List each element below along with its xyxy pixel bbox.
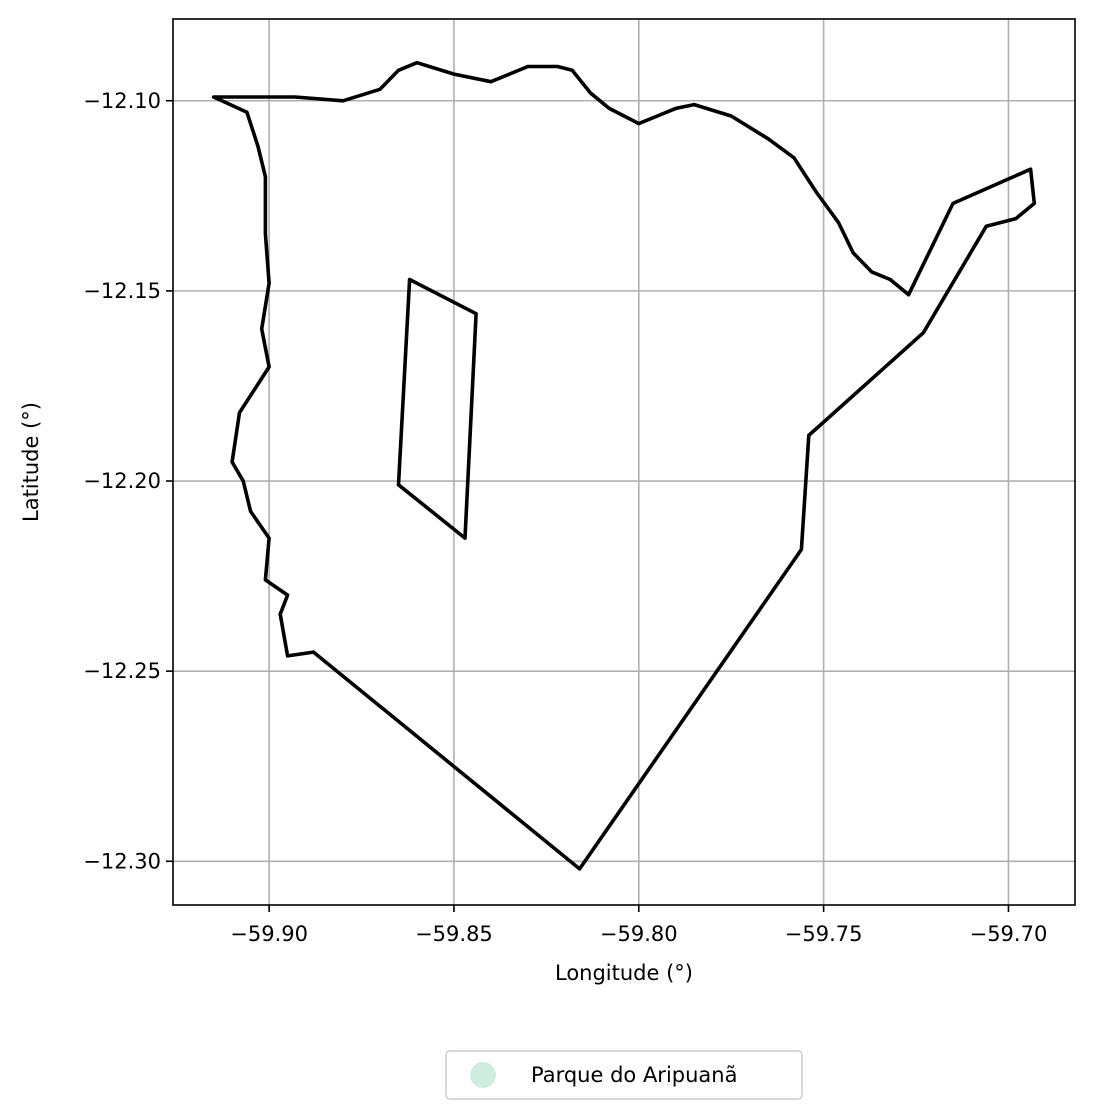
boundary-layer bbox=[211, 60, 1037, 871]
legend-swatch bbox=[470, 1062, 496, 1088]
y-tick-label: −12.25 bbox=[83, 659, 161, 683]
park-inner-boundary bbox=[396, 277, 478, 540]
y-tick-label: −12.15 bbox=[83, 279, 161, 303]
park-outer-boundary bbox=[211, 60, 1037, 871]
y-tick-label: −12.30 bbox=[83, 849, 161, 873]
axes-frame bbox=[172, 18, 1076, 906]
y-axis-label: Latitude (°) bbox=[19, 402, 43, 522]
x-tick-label: −59.70 bbox=[970, 922, 1048, 946]
y-tick-label: −12.20 bbox=[83, 469, 161, 493]
x-tick-label: −59.75 bbox=[785, 922, 863, 946]
y-tick-label: −12.10 bbox=[83, 89, 161, 113]
x-axis-label: Longitude (°) bbox=[555, 961, 693, 985]
x-tick-label: −59.80 bbox=[600, 922, 678, 946]
legend: Parque do Aripuanã bbox=[445, 1050, 803, 1100]
legend-label: Parque do Aripuanã bbox=[531, 1063, 737, 1087]
ticks: −59.90 −59.85 −59.80 −59.75 −59.70 −12.10 −12.… bbox=[83, 89, 1047, 946]
legend-box bbox=[445, 1050, 803, 1100]
x-tick-label: −59.90 bbox=[230, 922, 308, 946]
x-tick-label: −59.85 bbox=[415, 922, 493, 946]
grid bbox=[173, 19, 1075, 905]
